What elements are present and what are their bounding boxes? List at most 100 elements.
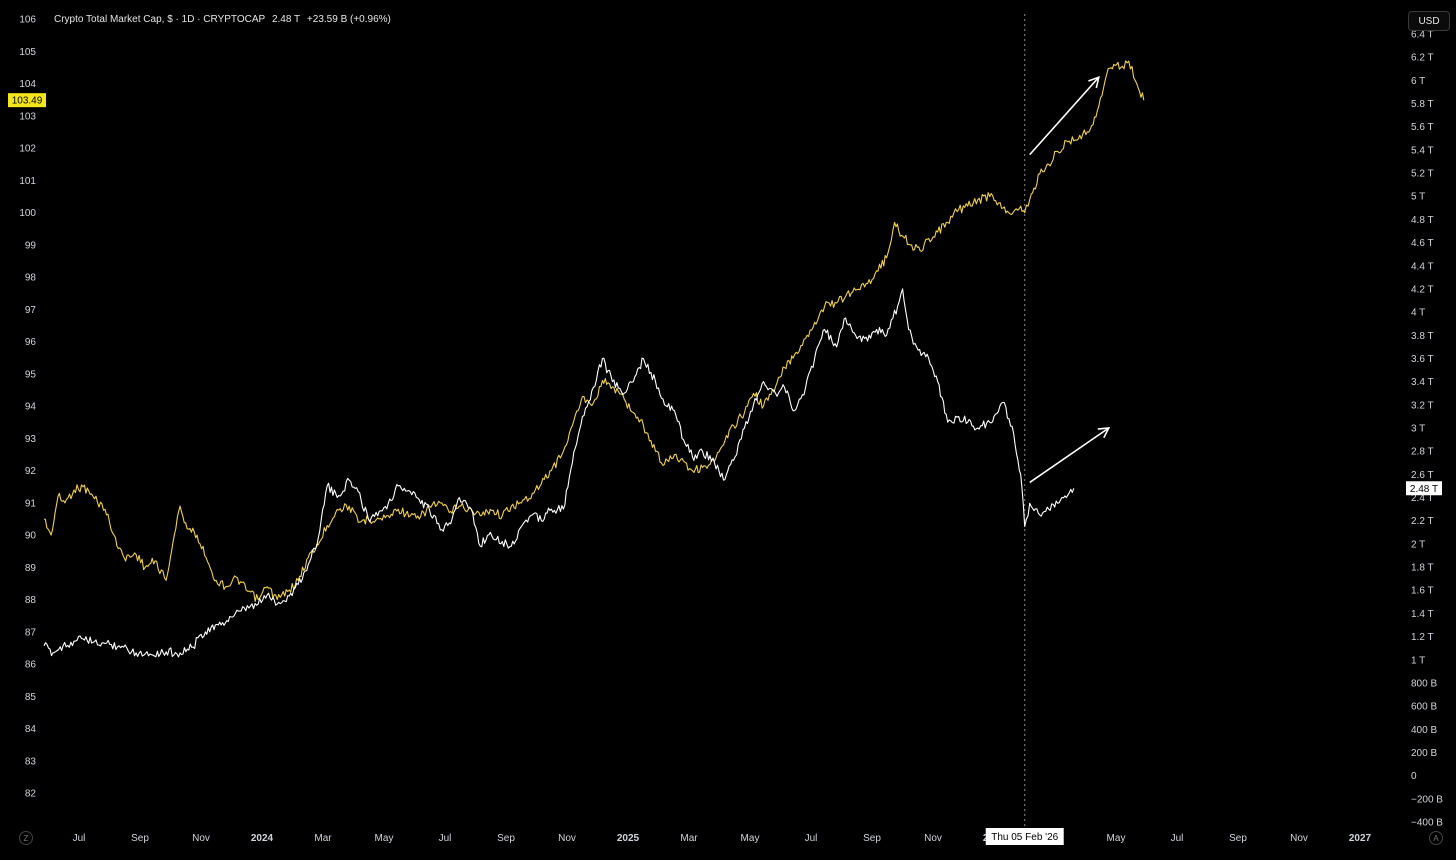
right-axis-tick-label: 600 B xyxy=(1411,702,1437,713)
price-change: +23.59 B (+0.96%) xyxy=(306,14,391,25)
series-group xyxy=(43,60,1145,658)
right-axis-tick-label: −200 B xyxy=(1411,794,1443,805)
annotations-group xyxy=(1029,76,1111,484)
time-axis-tick-label: May xyxy=(741,833,760,844)
left-axis-tick-label: 89 xyxy=(25,563,37,574)
left-axis-tick-label: 99 xyxy=(25,240,37,251)
right-axis-tick-label: 1.2 T xyxy=(1411,632,1434,643)
right-axis-tick-label: 4.8 T xyxy=(1411,215,1434,226)
right-axis-tick-label: 2.8 T xyxy=(1411,447,1434,458)
right-axis-tick-label: 5.6 T xyxy=(1411,122,1434,133)
right-axis-tick-label: 800 B xyxy=(1411,678,1437,689)
time-axis-tick-label: 2025 xyxy=(617,833,640,844)
left-axis-tick-label: 85 xyxy=(25,692,37,703)
left-axis-tick-label: 103 xyxy=(19,111,36,122)
right-price-tag-bg xyxy=(1406,481,1442,496)
right-axis-tick-label: 1.8 T xyxy=(1411,563,1434,574)
right-axis-tick-label: 2 T xyxy=(1411,539,1425,550)
time-axis-tick-label: Jul xyxy=(73,833,86,844)
left-price-axis[interactable]: 106 105 104 103 102 101 100 99 98 97 96 95 94 93 92 91 9… xyxy=(19,15,36,800)
right-price-tag-label: 2.48 T xyxy=(1410,484,1438,495)
time-axis-tick-label: Nov xyxy=(192,833,210,844)
crosshair-date-label: Thu 05 Feb '26 xyxy=(991,832,1058,843)
left-axis-tick-label: 91 xyxy=(25,498,37,509)
currency-button[interactable]: USD xyxy=(1408,11,1450,31)
left-axis-tick-label: 98 xyxy=(25,273,37,284)
left-price-tag-label: 103.49 xyxy=(12,96,43,107)
right-axis-tick-label: 4.6 T xyxy=(1411,238,1434,249)
left-axis-tick-label: 106 xyxy=(19,15,36,26)
right-axis-tick-label: 1.6 T xyxy=(1411,586,1434,597)
left-axis-tick-label: 90 xyxy=(25,531,37,542)
left-axis-tick-label: 93 xyxy=(25,434,37,445)
left-price-tag-bg xyxy=(8,93,46,108)
right-axis-tick-label: 5.2 T xyxy=(1411,169,1434,180)
right-axis-tick-label: 5.4 T xyxy=(1411,145,1434,156)
time-axis-tick-label: Sep xyxy=(1229,833,1247,844)
time-axis-tick-label: 2027 xyxy=(1349,833,1372,844)
left-axis-tick-label: 88 xyxy=(25,595,37,606)
left-axis-tick-label: 84 xyxy=(25,724,37,735)
left-axis-tick-label: 104 xyxy=(19,79,36,90)
price-tags: 103.49 2.48 T xyxy=(8,93,1442,496)
time-axis-tick-label: Sep xyxy=(863,833,881,844)
right-price-axis[interactable]: 6.4 T 6.2 T 6 T 5.8 T 5.6 T 5.4 T 5.2 T 5 T 4.8 … xyxy=(1411,30,1443,829)
right-axis-tick-label: 4 T xyxy=(1411,308,1425,319)
time-axis-tick-label: Sep xyxy=(131,833,149,844)
left-axis-tick-label: 97 xyxy=(25,305,37,316)
right-axis-tick-label: 1 T xyxy=(1411,655,1425,666)
right-axis-tick-label: 3.8 T xyxy=(1411,331,1434,342)
trend-arrow-line xyxy=(1029,76,1100,156)
left-axis-tick-label: 101 xyxy=(19,176,36,187)
time-axis-tick-label: Mar xyxy=(314,833,332,844)
right-axis-tick-label: 5.8 T xyxy=(1411,99,1434,110)
right-axis-tick-label: 2.6 T xyxy=(1411,470,1434,481)
dxy-series-line xyxy=(43,60,1145,602)
right-axis-tick-label: 200 B xyxy=(1411,748,1437,759)
right-axis-tick-label: 3.2 T xyxy=(1411,400,1434,411)
left-axis-tick-label: 96 xyxy=(25,337,37,348)
right-axis-tick-label: 4.4 T xyxy=(1411,261,1434,272)
left-axis-tick-label: 92 xyxy=(25,466,37,477)
symbol-legend[interactable]: Crypto Total Market Cap, $ · 1D · CRYPTO… xyxy=(54,14,395,25)
zoom-reset-button[interactable]: Z xyxy=(19,831,33,845)
left-axis-tick-label: 95 xyxy=(25,369,37,380)
right-axis-tick-label: 2.4 T xyxy=(1411,493,1434,504)
left-axis-tick-label: 83 xyxy=(25,756,37,767)
trend-arrow-line xyxy=(1029,427,1110,484)
right-axis-tick-label: 3 T xyxy=(1411,424,1425,435)
auto-scale-button[interactable]: A xyxy=(1429,831,1443,845)
symbol-title: Crypto Total Market Cap, $ · 1D · CRYPTO… xyxy=(54,14,266,25)
time-axis-tick-label: Jul xyxy=(805,833,818,844)
crosshair-date-tag: Thu 05 Feb '26 xyxy=(985,828,1064,845)
right-axis-tick-label: 1.4 T xyxy=(1411,609,1434,620)
right-axis-tick-label: 3.4 T xyxy=(1411,377,1434,388)
time-axis-tick-label: Nov xyxy=(924,833,942,844)
right-axis-tick-label: −400 B xyxy=(1411,818,1443,829)
right-axis-tick-label: 2.2 T xyxy=(1411,516,1434,527)
time-axis-tick-label: Jul xyxy=(1171,833,1184,844)
right-axis-tick-label: 400 B xyxy=(1411,725,1437,736)
right-axis-tick-label: 4.2 T xyxy=(1411,284,1434,295)
right-axis-tick-label: 3.6 T xyxy=(1411,354,1434,365)
left-axis-tick-label: 94 xyxy=(25,402,37,413)
trend-arrow-head xyxy=(1097,427,1111,439)
time-axis-tick-label: Nov xyxy=(558,833,576,844)
left-axis-tick-label: 105 xyxy=(19,47,36,58)
time-axis-tick-label: Mar xyxy=(680,833,698,844)
time-axis-tick-label: May xyxy=(1107,833,1126,844)
right-axis-tick-label: 6 T xyxy=(1411,76,1425,87)
left-axis-tick-label: 86 xyxy=(25,660,37,671)
left-axis-tick-label: 87 xyxy=(25,627,37,638)
left-axis-tick-label: 100 xyxy=(19,208,36,219)
right-axis-tick-label: 6.2 T xyxy=(1411,53,1434,64)
crypto-cap-series-line xyxy=(43,288,1075,658)
time-axis-tick-label: Sep xyxy=(497,833,515,844)
last-value: 2.48 T xyxy=(271,14,301,25)
left-axis-tick-label: 102 xyxy=(19,144,36,155)
time-axis[interactable]: Jul Sep Nov 2024 Mar May Jul Sep Nov 2025 Mar May Ju… xyxy=(73,833,1372,844)
time-axis-tick-label: Jul xyxy=(439,833,452,844)
left-axis-tick-label: 82 xyxy=(25,789,37,800)
right-axis-tick-label: 6.4 T xyxy=(1411,30,1434,41)
